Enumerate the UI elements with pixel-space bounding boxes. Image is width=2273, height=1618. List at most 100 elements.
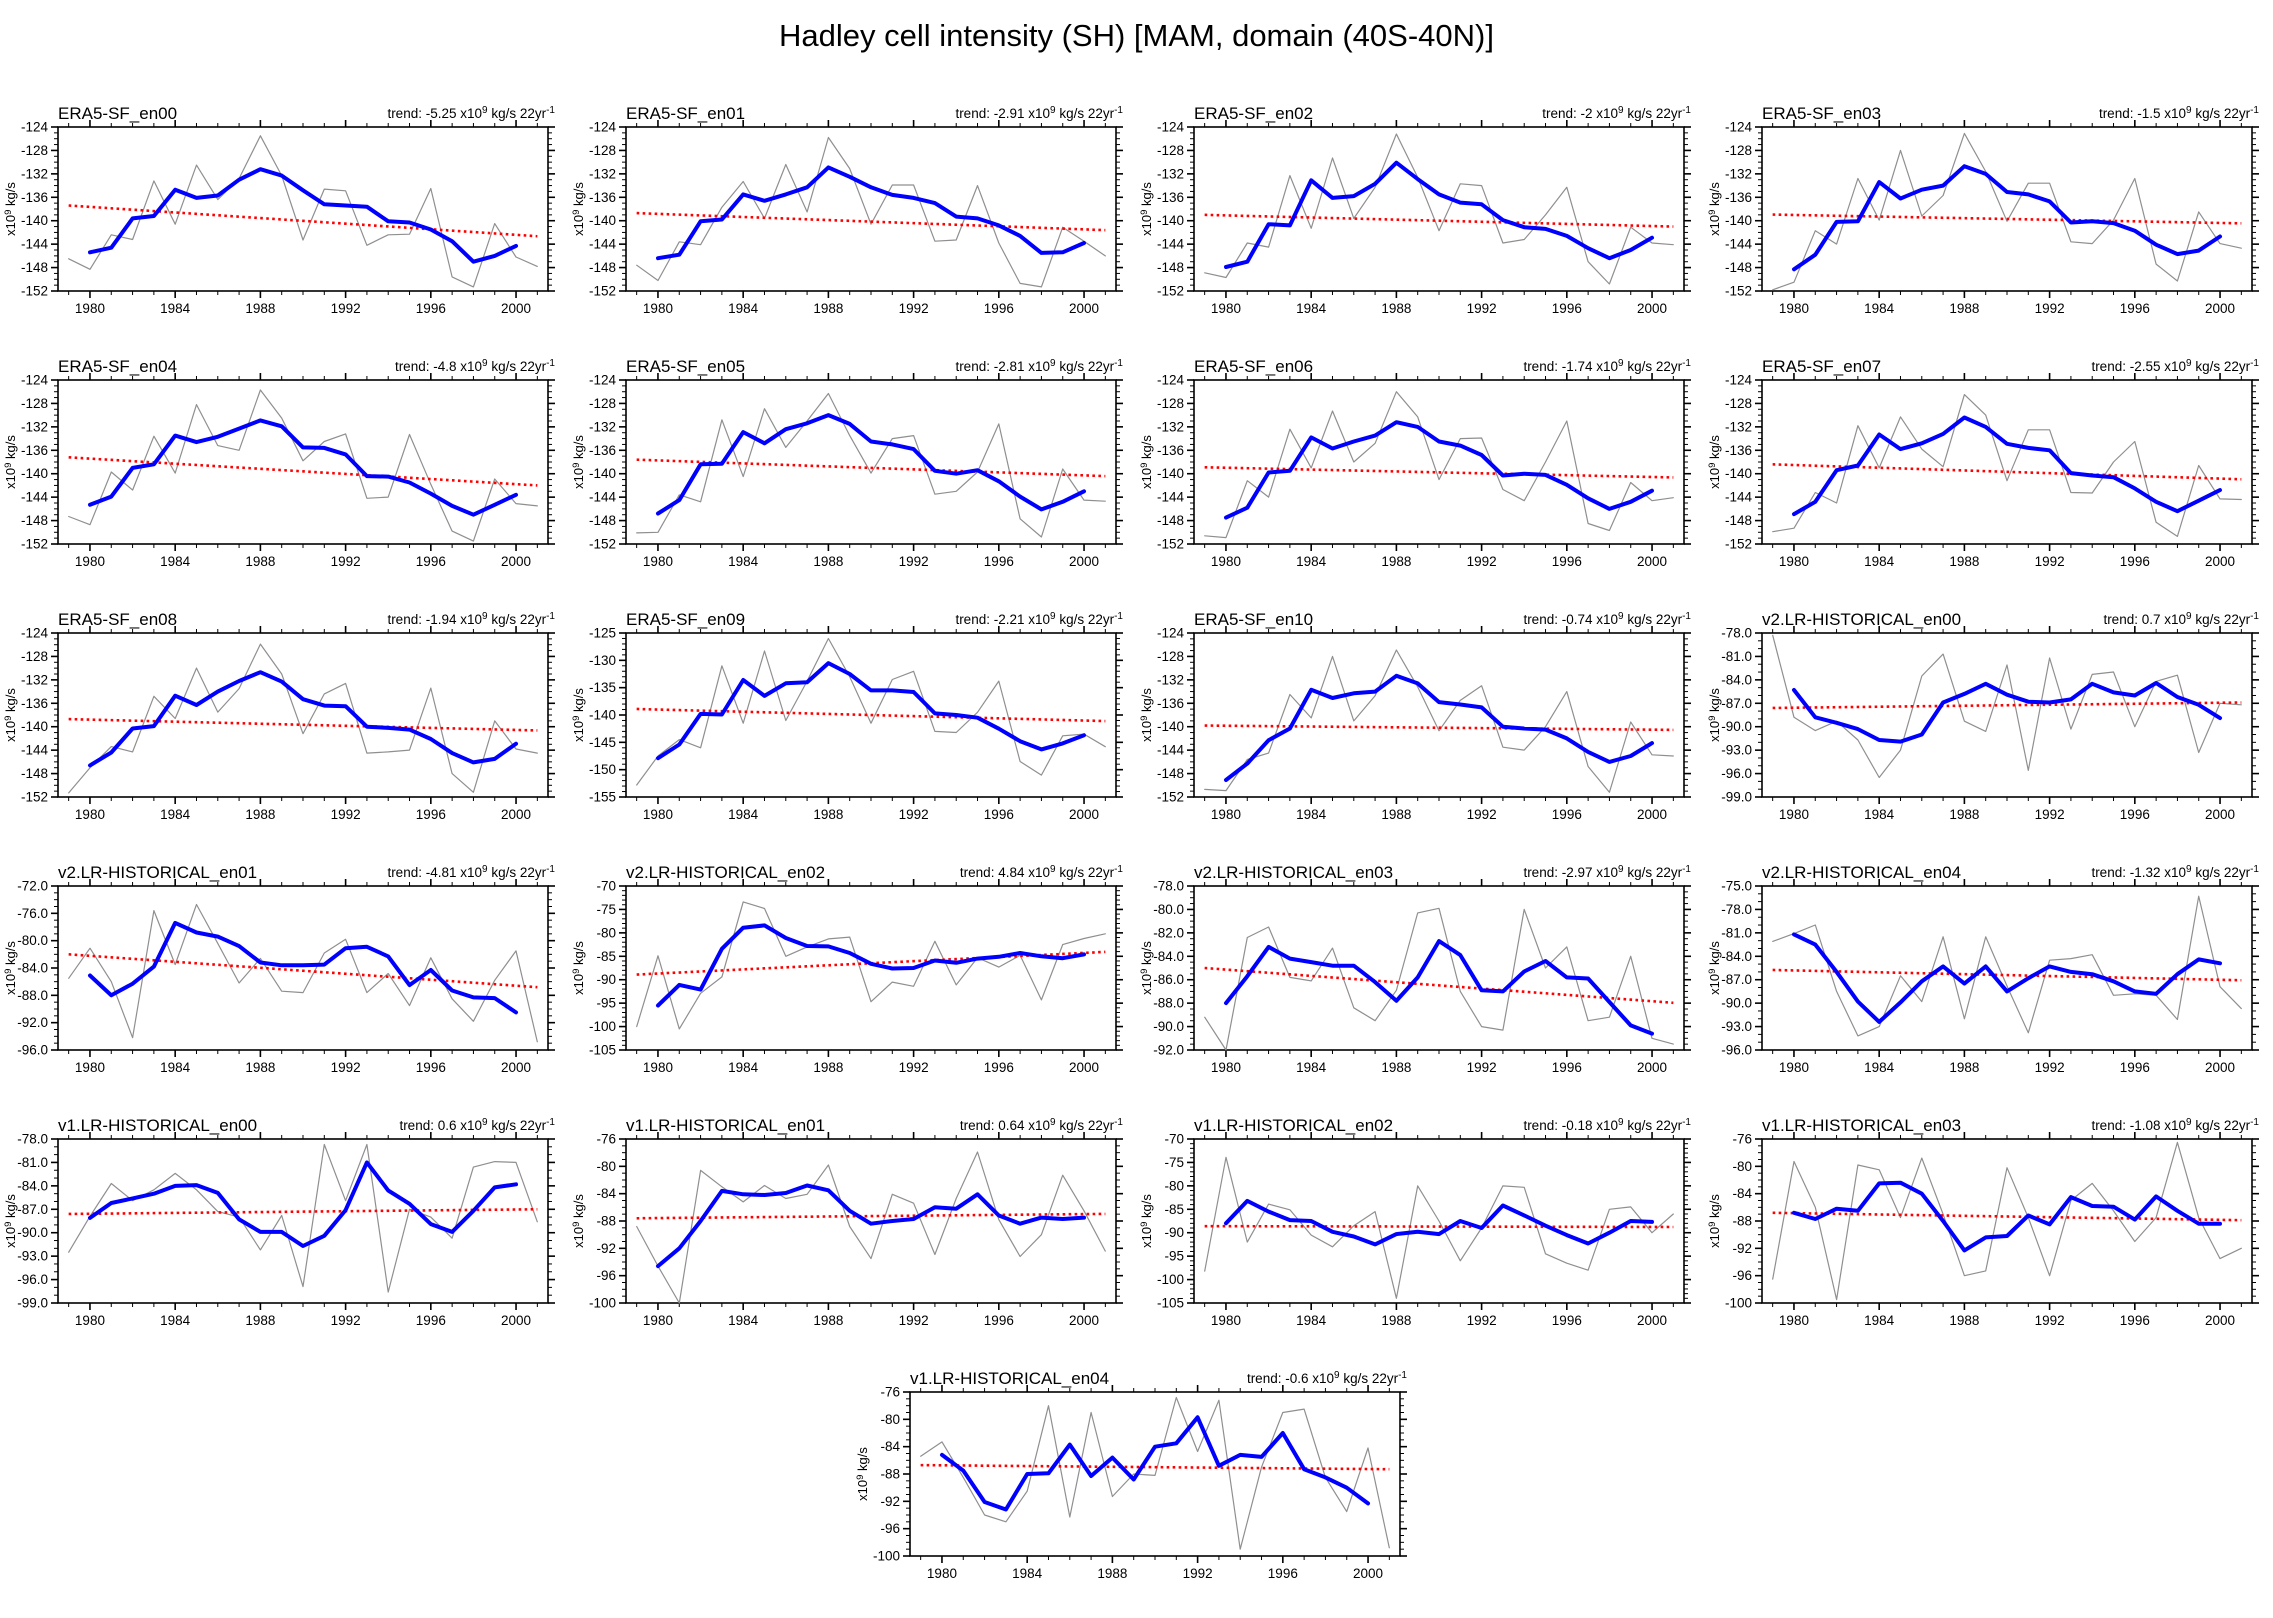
y-tick-label: -140 xyxy=(1157,213,1184,228)
x-tick-label: 1992 xyxy=(899,301,929,316)
smoothed-series-line xyxy=(1224,939,1654,1036)
y-tick-label: -75 xyxy=(1164,1155,1184,1170)
x-tick-label: 2000 xyxy=(2205,1313,2235,1328)
x-tick-label: 2000 xyxy=(1637,1060,1667,1075)
raw-series-line xyxy=(920,1396,1390,1550)
trend-annotation: trend: -0.74 x109 kg/s 22yr-1 xyxy=(1523,611,1691,627)
chart-panel-ERA5-SF_en08: 1980 1984 1988 1992 1996 2000 -124 -128 -132 -136… xyxy=(0,601,568,854)
panel-title: ERA5-SF_en07 xyxy=(1762,357,1881,376)
trend-annotation: trend: -1.32 x109 kg/s 22yr-1 xyxy=(2091,864,2259,880)
y-axis-label: x109 kg/s xyxy=(1139,1194,1154,1248)
x-tick-label: 1996 xyxy=(984,301,1014,316)
y-tick-label: -132 xyxy=(1725,166,1752,181)
plot-frame xyxy=(1761,1138,2253,1304)
x-tick-label: 1996 xyxy=(416,554,446,569)
y-tick-label: -132 xyxy=(1157,672,1184,687)
y-axis-label: x109 kg/s xyxy=(1707,435,1722,489)
x-tick-label: 1980 xyxy=(1211,1313,1241,1328)
raw-series-line xyxy=(636,392,1106,538)
y-tick-label: -128 xyxy=(21,649,48,664)
smoothed-series-line xyxy=(1792,164,2222,272)
x-tick-label: 1988 xyxy=(813,1313,843,1328)
x-tick-label: 2000 xyxy=(2205,1060,2235,1075)
trend-annotation: trend: -0.6 x109 kg/s 22yr-1 xyxy=(1247,1370,1407,1386)
y-tick-label: -93.0 xyxy=(1721,1019,1752,1034)
panel-title: v2.LR-HISTORICAL_en04 xyxy=(1762,863,1961,882)
trend-annotation: trend: 0.7 x109 kg/s 22yr-1 xyxy=(2103,611,2259,627)
raw-series-line xyxy=(636,136,1106,288)
y-axis-label: x109 kg/s xyxy=(571,1194,586,1248)
chart-panel-ERA5-SF_en10: 1980 1984 1988 1992 1996 2000 -124 -128 -132 -136… xyxy=(1136,601,1704,854)
chart-panel-ERA5-SF_en02: 1980 1984 1988 1992 1996 2000 -124 -128 -132 -136… xyxy=(1136,95,1704,348)
chart-panel-v2.LR-HISTORICAL_en01: 1980 1984 1988 1992 1996 2000 -72.0 -76.0 -80.0 -… xyxy=(0,854,568,1107)
plot-frame xyxy=(625,379,1117,545)
y-tick-label: -144 xyxy=(1725,237,1753,252)
y-axis-label: x109 kg/s xyxy=(3,182,18,236)
panel-canvas: 1980 1984 1988 1992 1996 2000 -124 -128 -132 -136… xyxy=(3,610,555,822)
y-tick-label: -152 xyxy=(589,537,616,552)
x-tick-label: 1996 xyxy=(416,1313,446,1328)
x-tick-label: 1996 xyxy=(2120,807,2150,822)
y-tick-label: -140 xyxy=(21,213,48,228)
y-tick-label: -70 xyxy=(1164,1132,1184,1147)
y-tick-label: -80 xyxy=(1164,1178,1184,1193)
x-tick-label: 2000 xyxy=(501,1313,531,1328)
x-tick-label: 1988 xyxy=(1949,301,1979,316)
y-tick-label: -136 xyxy=(589,190,616,205)
panel-title: ERA5-SF_en05 xyxy=(626,357,745,376)
x-tick-label: 1984 xyxy=(1296,807,1327,822)
y-tick-label: -144 xyxy=(21,743,49,758)
x-tick-label: 1996 xyxy=(1552,301,1582,316)
x-tick-label: 1988 xyxy=(245,301,275,316)
x-tick-label: 2000 xyxy=(1069,301,1099,316)
x-tick-label: 1988 xyxy=(1381,1060,1411,1075)
y-tick-label: -88.0 xyxy=(17,988,48,1003)
trend-line xyxy=(636,1212,1106,1220)
y-tick-label: -136 xyxy=(1157,696,1184,711)
x-tick-label: 1988 xyxy=(1381,554,1411,569)
y-tick-label: -70 xyxy=(596,879,616,894)
y-tick-label: -92.0 xyxy=(17,1015,48,1030)
y-tick-label: -155 xyxy=(589,790,616,805)
y-tick-label: -76 xyxy=(1732,1132,1752,1147)
y-tick-label: -105 xyxy=(1157,1296,1184,1311)
x-tick-label: 1984 xyxy=(160,807,191,822)
x-tick-label: 1980 xyxy=(643,554,673,569)
x-tick-label: 1996 xyxy=(2120,1060,2150,1075)
chart-panel-ERA5-SF_en09: 1980 1984 1988 1992 1996 2000 -125 -130 -135 -140… xyxy=(568,601,1136,854)
x-tick-label: 1988 xyxy=(1381,807,1411,822)
x-tick-label: 1984 xyxy=(160,1060,191,1075)
y-tick-label: -140 xyxy=(589,213,616,228)
x-tick-label: 1988 xyxy=(1097,1566,1127,1581)
y-axis-label: x109 kg/s xyxy=(3,941,18,995)
y-tick-label: -80.0 xyxy=(17,933,48,948)
x-tick-label: 1984 xyxy=(728,301,759,316)
y-tick-label: -144 xyxy=(21,490,49,505)
trend-line xyxy=(920,1463,1390,1471)
y-tick-label: -88.0 xyxy=(1153,996,1184,1011)
y-tick-label: -136 xyxy=(1157,190,1184,205)
y-tick-label: -86.0 xyxy=(1153,972,1184,987)
y-tick-label: -140 xyxy=(21,466,48,481)
trend-annotation: trend: -1.5 x109 kg/s 22yr-1 xyxy=(2099,105,2259,121)
raw-series-line xyxy=(1772,634,2242,779)
x-tick-label: 1980 xyxy=(1779,301,1809,316)
trend-annotation: trend: -1.74 x109 kg/s 22yr-1 xyxy=(1523,358,1691,374)
panel-title: ERA5-SF_en02 xyxy=(1194,104,1313,123)
y-tick-label: -96 xyxy=(596,1268,616,1283)
y-tick-label: -128 xyxy=(21,396,48,411)
y-tick-label: -128 xyxy=(1725,143,1752,158)
y-tick-label: -96.0 xyxy=(17,1272,48,1287)
panel-canvas: 1980 1984 1988 1992 1996 2000 -124 -128 -132 -136… xyxy=(1139,610,1691,822)
smoothed-series-line xyxy=(1224,673,1654,782)
y-axis-label: x109 kg/s xyxy=(3,688,18,742)
y-tick-label: -92 xyxy=(1732,1241,1752,1256)
plot-frame xyxy=(1193,126,1685,292)
x-tick-label: 1996 xyxy=(984,1313,1014,1328)
y-tick-label: -132 xyxy=(1157,166,1184,181)
x-tick-label: 1980 xyxy=(927,1566,957,1581)
plot-frame xyxy=(1761,632,2253,798)
y-tick-label: -93.0 xyxy=(1721,743,1752,758)
y-tick-label: -148 xyxy=(1157,766,1184,781)
trend-annotation: trend: -2.97 x109 kg/s 22yr-1 xyxy=(1523,864,1691,880)
